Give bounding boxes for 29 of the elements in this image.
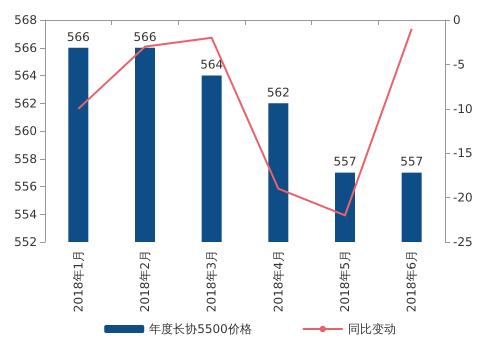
y-tick-label: 568 [14, 13, 37, 27]
legend-label: 同比变动 [348, 322, 396, 336]
y-tick-label: 560 [14, 124, 37, 138]
data-label: 557 [334, 154, 356, 169]
y2-tick-label: -15 [453, 146, 473, 160]
x-tick-label: 2018年5月 [338, 250, 352, 312]
y2-tick-label: -10 [453, 102, 473, 116]
y-tick-label: 554 [14, 207, 37, 222]
y-tick-label: 562 [14, 96, 37, 110]
x-tick-label: 2018年3月 [204, 250, 219, 312]
data-label: 566 [66, 30, 90, 44]
data-label: 557 [400, 154, 424, 169]
y-tick-label: 558 [14, 152, 37, 166]
y2-tick-label: -5 [453, 57, 465, 72]
data-label: 566 [134, 30, 156, 44]
y2-tick-label: -25 [453, 235, 473, 249]
data-label: 564 [200, 58, 224, 72]
y-tick-label: 566 [14, 40, 37, 55]
x-tick-label: 2018年4月 [271, 250, 286, 312]
y-tick-label: 552 [14, 235, 37, 249]
y-tick-label: 556 [14, 180, 37, 194]
x-tick-label: 2018年2月 [138, 250, 152, 312]
y-tick-label: 564 [14, 68, 37, 82]
legend-label: 年度长协5500价格 [149, 322, 252, 336]
data-label: 562 [266, 85, 290, 100]
x-tick-label: 2018年1月 [71, 250, 86, 312]
y2-tick-label: 0 [453, 13, 461, 27]
x-tick-label: 2018年6月 [404, 250, 419, 312]
y2-tick-label: -20 [453, 190, 473, 205]
